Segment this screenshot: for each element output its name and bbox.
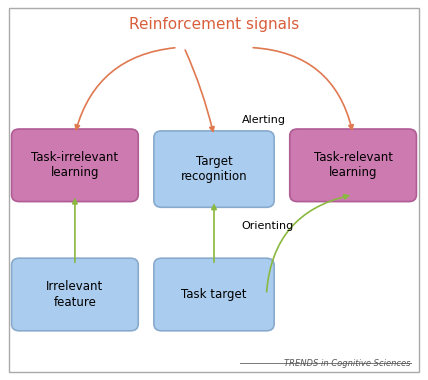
- Text: Target
recognition: Target recognition: [181, 155, 247, 183]
- FancyBboxPatch shape: [154, 258, 274, 331]
- FancyArrowPatch shape: [212, 205, 216, 262]
- FancyArrowPatch shape: [73, 200, 77, 262]
- Text: Task-relevant
learning: Task-relevant learning: [314, 151, 392, 179]
- Text: TRENDS in Cognitive Sciences: TRENDS in Cognitive Sciences: [284, 359, 411, 368]
- FancyArrowPatch shape: [267, 195, 348, 292]
- FancyBboxPatch shape: [12, 129, 138, 202]
- Text: Reinforcement signals: Reinforcement signals: [129, 17, 299, 32]
- FancyBboxPatch shape: [154, 131, 274, 207]
- Text: Task-irrelevant
learning: Task-irrelevant learning: [31, 151, 119, 179]
- FancyArrowPatch shape: [185, 50, 214, 131]
- Text: Irrelevant
feature: Irrelevant feature: [46, 280, 104, 309]
- Text: Orienting: Orienting: [242, 221, 294, 231]
- FancyBboxPatch shape: [12, 258, 138, 331]
- Text: Task target: Task target: [181, 288, 247, 301]
- FancyBboxPatch shape: [290, 129, 416, 202]
- FancyArrowPatch shape: [75, 48, 175, 130]
- Text: Alerting: Alerting: [242, 115, 286, 125]
- FancyArrowPatch shape: [253, 48, 353, 130]
